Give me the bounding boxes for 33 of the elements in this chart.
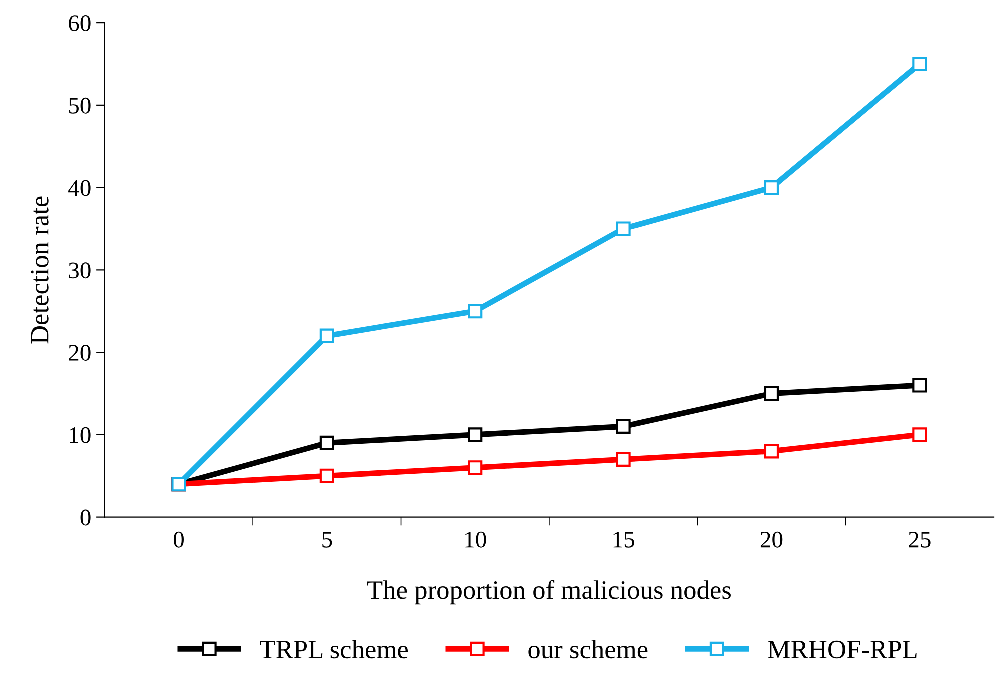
- point: [616, 419, 631, 434]
- x-tick-label: 20: [760, 532, 783, 548]
- y-tick-label: 60: [69, 16, 91, 32]
- point: [912, 378, 928, 393]
- x-tick-label: 0: [174, 532, 184, 548]
- legend-label: our scheme: [528, 640, 648, 659]
- y-tick-label: 40: [68, 180, 91, 196]
- y-tick-label: 10: [70, 427, 91, 444]
- y-tick-label: 30: [69, 262, 91, 279]
- point: [912, 428, 928, 442]
- legend-label: MRHOF-RPL: [768, 640, 917, 659]
- x-axis-title: The proportion of malicious nodes: [367, 580, 731, 605]
- point: [320, 436, 334, 450]
- point: [320, 328, 334, 344]
- point: [764, 444, 780, 459]
- y-tick-label: 50: [69, 98, 91, 114]
- legend-label: TRPL scheme: [260, 640, 408, 659]
- point: [468, 428, 483, 442]
- y-tick-label: 20: [69, 345, 91, 361]
- x-tick-label: 15: [614, 532, 634, 548]
- y-tick-label: 0: [80, 510, 91, 526]
- x-tick-label: 25: [909, 532, 931, 548]
- point: [764, 180, 780, 196]
- point: [320, 468, 334, 484]
- point: [912, 56, 928, 72]
- point: [468, 304, 483, 319]
- y-axis-title: Detection rate: [31, 196, 49, 344]
- point: [468, 460, 483, 476]
- point: [616, 222, 631, 236]
- x-tick-label: 5: [322, 532, 332, 548]
- point: [616, 452, 631, 467]
- point: [764, 386, 780, 402]
- x-tick-label: 10: [466, 532, 486, 548]
